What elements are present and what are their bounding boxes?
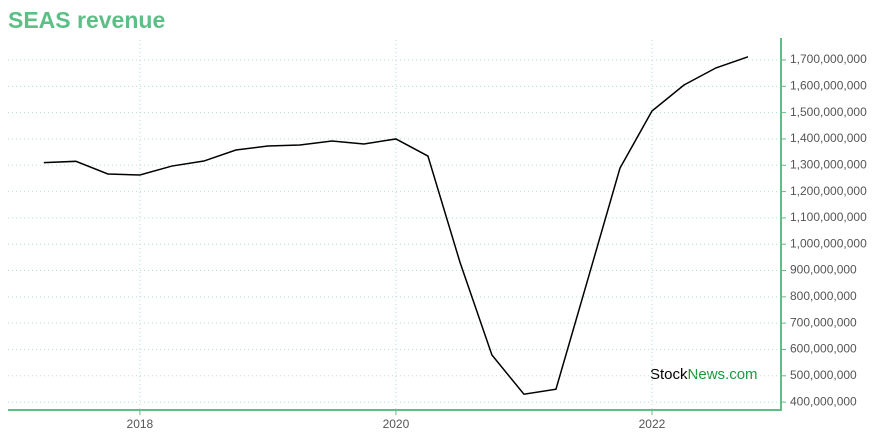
watermark-stock: Stock [650,366,688,383]
y-tick-label: 1,500,000,000 [790,105,867,119]
y-tick-label: 1,700,000,000 [790,52,867,66]
y-tick-label: 1,000,000,000 [790,236,867,250]
watermark: StockNews.com [650,366,758,383]
x-tick-label: 2018 [127,417,154,431]
y-tick-label: 1,300,000,000 [790,157,867,171]
chart-title: SEAS revenue [8,7,165,33]
y-tick-label: 800,000,000 [790,289,857,303]
y-tick-label: 500,000,000 [790,368,857,382]
x-tick-label: 2022 [639,417,666,431]
x-tick-label: 2020 [383,417,410,431]
y-tick-label: 900,000,000 [790,263,857,277]
y-tick-label: 1,600,000,000 [790,78,867,92]
y-tick-label: 600,000,000 [790,342,857,356]
y-tick-label: 1,400,000,000 [790,131,867,145]
y-tick-label: 700,000,000 [790,315,857,329]
y-tick-label: 400,000,000 [790,394,857,408]
y-tick-label: 1,200,000,000 [790,184,867,198]
y-tick-label: 1,100,000,000 [790,210,867,224]
watermark-news: News.com [688,366,758,383]
line-series [43,56,749,396]
